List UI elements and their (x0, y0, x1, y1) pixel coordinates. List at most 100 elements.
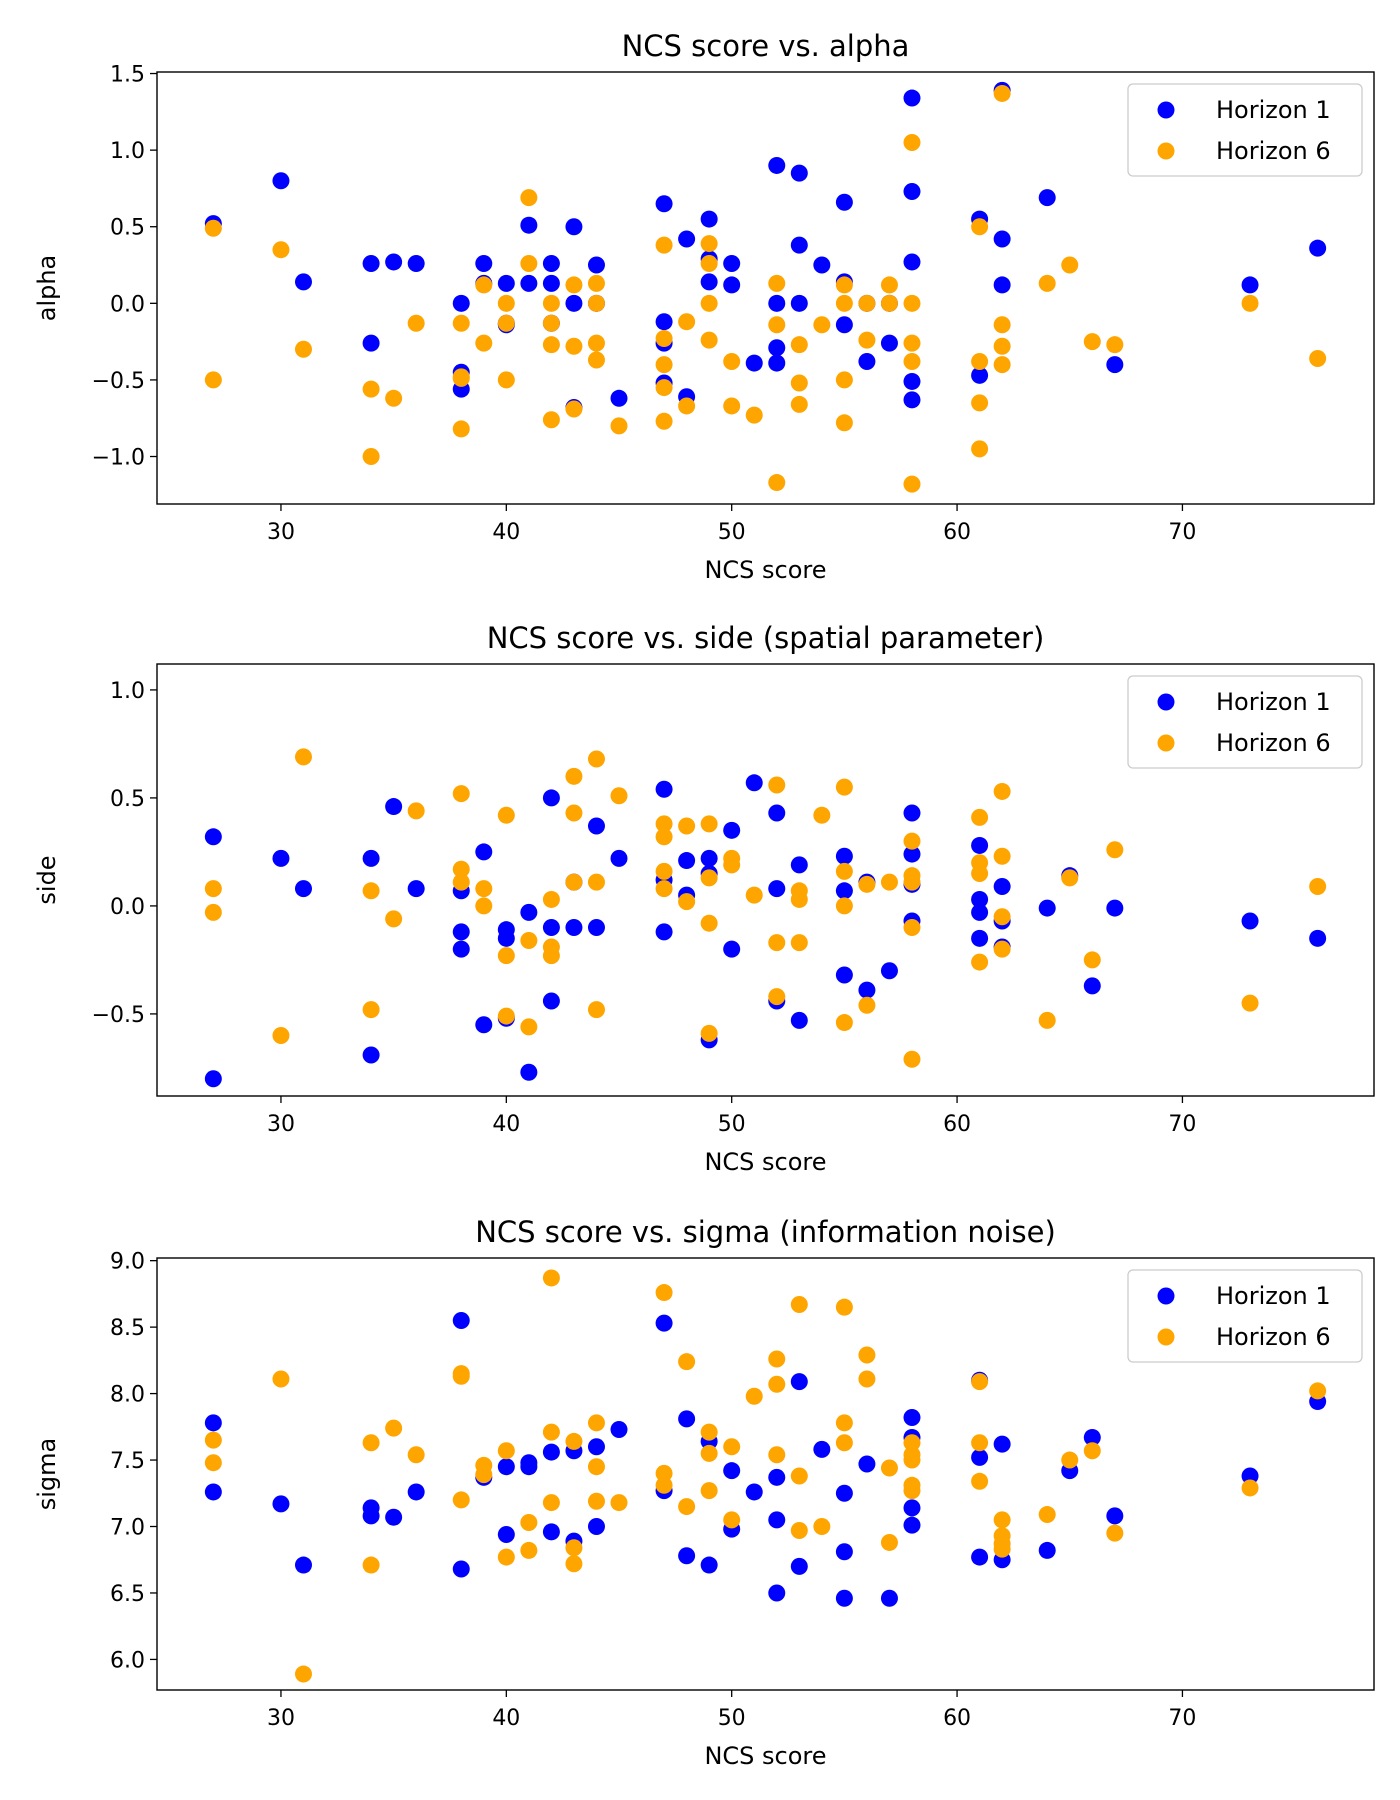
data-point (362, 849, 380, 867)
data-point (880, 334, 898, 352)
data-point (497, 1442, 515, 1460)
data-point (971, 836, 989, 854)
data-point (835, 1589, 853, 1607)
data-point (452, 294, 470, 312)
data-point (745, 1483, 763, 1501)
data-point (858, 1455, 876, 1473)
data-point (385, 910, 403, 928)
data-point (768, 1446, 786, 1464)
data-point (497, 294, 515, 312)
data-point (452, 923, 470, 941)
data-point (971, 808, 989, 826)
data-point (655, 828, 673, 846)
data-point (745, 774, 763, 792)
data-point (678, 313, 696, 331)
data-point (903, 182, 921, 200)
data-point (993, 1435, 1011, 1453)
legend-label: Horizon 1 (1216, 96, 1331, 124)
data-point (768, 294, 786, 312)
data-point (475, 276, 493, 294)
data-point (272, 1495, 290, 1513)
y-tick-label: −0.5 (92, 1003, 145, 1028)
data-point (587, 274, 605, 292)
data-point (1106, 356, 1124, 374)
data-point (903, 1409, 921, 1427)
data-point (475, 1466, 493, 1484)
data-point (520, 1514, 538, 1532)
data-point (1083, 333, 1101, 351)
legend: Horizon 1 Horizon 6 (1127, 83, 1363, 177)
data-point (700, 1024, 718, 1042)
data-point (678, 1410, 696, 1428)
data-point (565, 276, 583, 294)
data-point (813, 316, 831, 334)
data-point (272, 1370, 290, 1388)
data-point (993, 782, 1011, 800)
data-point (497, 1525, 515, 1543)
chart-title: NCS score vs. side (spatial parameter) (487, 621, 1045, 655)
y-tick-label: 1.5 (110, 63, 145, 88)
data-point (993, 940, 1011, 958)
data-point (204, 880, 222, 898)
data-point (678, 893, 696, 911)
data-point (903, 253, 921, 271)
data-point (678, 230, 696, 248)
data-point (362, 1556, 380, 1574)
data-point (700, 1423, 718, 1441)
data-point (362, 448, 380, 466)
data-point (542, 336, 560, 354)
data-point (835, 294, 853, 312)
data-point (971, 929, 989, 947)
data-point (542, 890, 560, 908)
data-point (1083, 977, 1101, 995)
data-point (475, 880, 493, 898)
data-point (993, 877, 1011, 895)
data-point (655, 862, 673, 880)
legend-box (1127, 1269, 1363, 1363)
data-point (993, 847, 1011, 865)
data-point (452, 1311, 470, 1329)
data-point (971, 218, 989, 236)
data-point (993, 1511, 1011, 1529)
data-point (542, 274, 560, 292)
data-point (520, 1458, 538, 1476)
x-tick-label: 50 (718, 520, 746, 545)
data-point (385, 798, 403, 816)
chart-3: NCS score vs. sigma (information noise) 3… (33, 1215, 1375, 1770)
data-point (835, 1414, 853, 1432)
data-point (362, 882, 380, 900)
data-point (790, 336, 808, 354)
data-point (542, 294, 560, 312)
data-point (565, 337, 583, 355)
data-point (723, 254, 741, 272)
data-point (768, 776, 786, 794)
data-point (1241, 1479, 1259, 1497)
data-point (971, 366, 989, 384)
x-tick-label: 50 (718, 1112, 746, 1137)
data-point (542, 947, 560, 965)
data-point (835, 1434, 853, 1452)
data-point (993, 276, 1011, 294)
data-point (790, 1557, 808, 1575)
data-point (835, 414, 853, 432)
data-point (880, 294, 898, 312)
data-point (678, 1353, 696, 1371)
legend-marker (1157, 693, 1175, 711)
data-point (971, 353, 989, 371)
data-point (204, 219, 222, 237)
y-tick-label: 7.0 (110, 1516, 145, 1541)
data-point (520, 189, 538, 207)
data-point (587, 1438, 605, 1456)
legend-label: Horizon 6 (1216, 729, 1331, 757)
data-point (700, 914, 718, 932)
data-point (542, 789, 560, 807)
x-tick-label: 70 (1168, 1706, 1196, 1731)
data-point (723, 276, 741, 294)
data-point (655, 236, 673, 254)
y-tick-label: 6.0 (110, 1648, 145, 1673)
data-point (880, 276, 898, 294)
data-point (452, 420, 470, 438)
data-point (362, 1434, 380, 1452)
legend-box (1127, 675, 1363, 769)
